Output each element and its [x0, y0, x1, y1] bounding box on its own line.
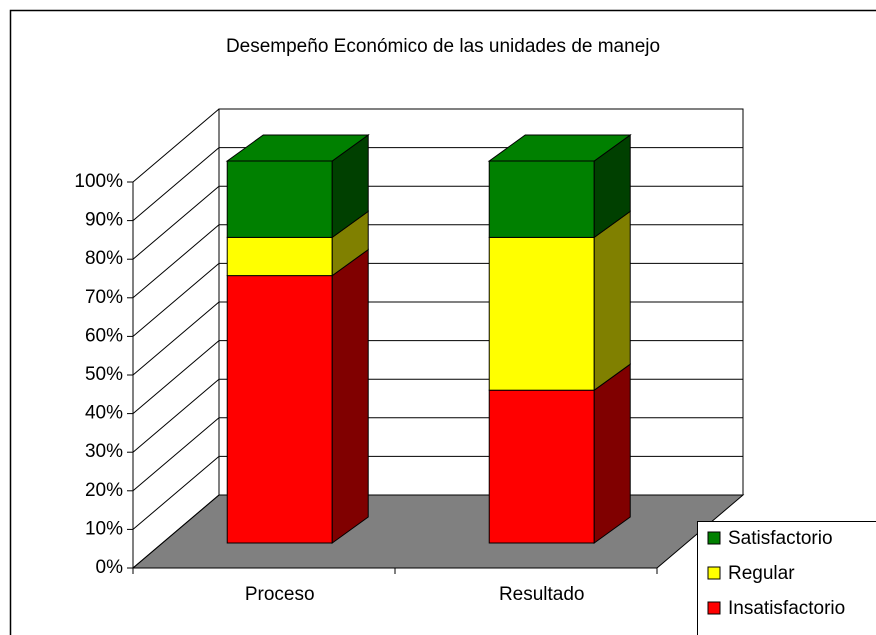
bar-side	[593, 210, 631, 392]
bar	[488, 236, 595, 391]
legend-label: Insatisfactorio	[728, 598, 845, 619]
bar	[226, 160, 333, 238]
x-tick-label: Proceso	[245, 584, 315, 605]
legend-label: Satisfactorio	[728, 528, 833, 549]
y-tick-label: 20%	[85, 480, 123, 501]
legend	[697, 521, 876, 635]
legend-swatch	[707, 566, 721, 580]
y-tick-label: 80%	[85, 248, 123, 269]
y-tick-label: 90%	[85, 210, 123, 231]
y-tick-label: 60%	[85, 325, 123, 346]
bar	[488, 389, 595, 544]
legend-label: Regular	[728, 563, 795, 584]
y-tick-label: 30%	[85, 441, 123, 462]
x-tick-label: Resultado	[499, 584, 585, 605]
y-tick-label: 10%	[85, 518, 123, 539]
floor	[131, 494, 745, 569]
legend-swatch	[707, 601, 721, 615]
bar	[226, 236, 333, 277]
bar	[226, 275, 333, 544]
chart-title: Desempeño Económico de las unidades de m…	[226, 36, 660, 57]
bar-top	[487, 134, 632, 162]
grid-line	[132, 108, 743, 183]
y-tick-label: 40%	[85, 403, 123, 424]
legend-swatch	[707, 531, 721, 545]
bar-side	[331, 248, 369, 544]
bar-side	[593, 363, 631, 544]
y-tick-label: 100%	[74, 171, 123, 192]
y-tick-label: 0%	[96, 557, 124, 578]
bar-top	[225, 134, 370, 162]
y-tick-label: 50%	[85, 364, 123, 385]
bar	[488, 160, 595, 238]
y-tick-label: 70%	[85, 287, 123, 308]
